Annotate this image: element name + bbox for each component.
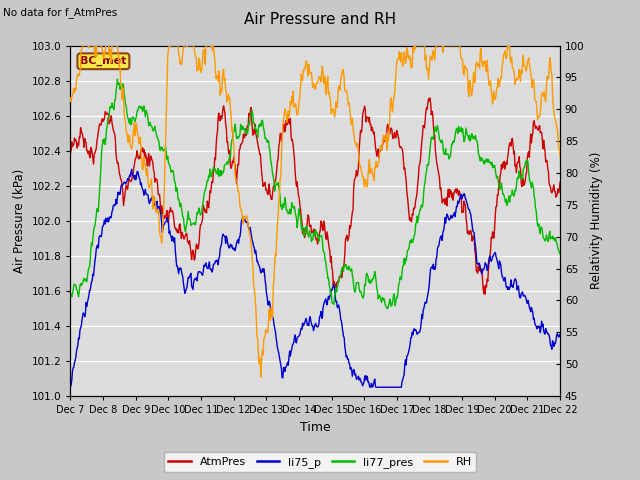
Text: Air Pressure and RH: Air Pressure and RH — [244, 12, 396, 27]
Legend: AtmPres, li75_p, li77_pres, RH: AtmPres, li75_p, li77_pres, RH — [164, 452, 476, 472]
Y-axis label: Relativity Humidity (%): Relativity Humidity (%) — [590, 152, 603, 289]
Text: BC_met: BC_met — [80, 56, 127, 66]
Text: No data for f_AtmPres: No data for f_AtmPres — [3, 7, 118, 18]
X-axis label: Time: Time — [300, 420, 331, 433]
Y-axis label: Air Pressure (kPa): Air Pressure (kPa) — [13, 168, 26, 273]
